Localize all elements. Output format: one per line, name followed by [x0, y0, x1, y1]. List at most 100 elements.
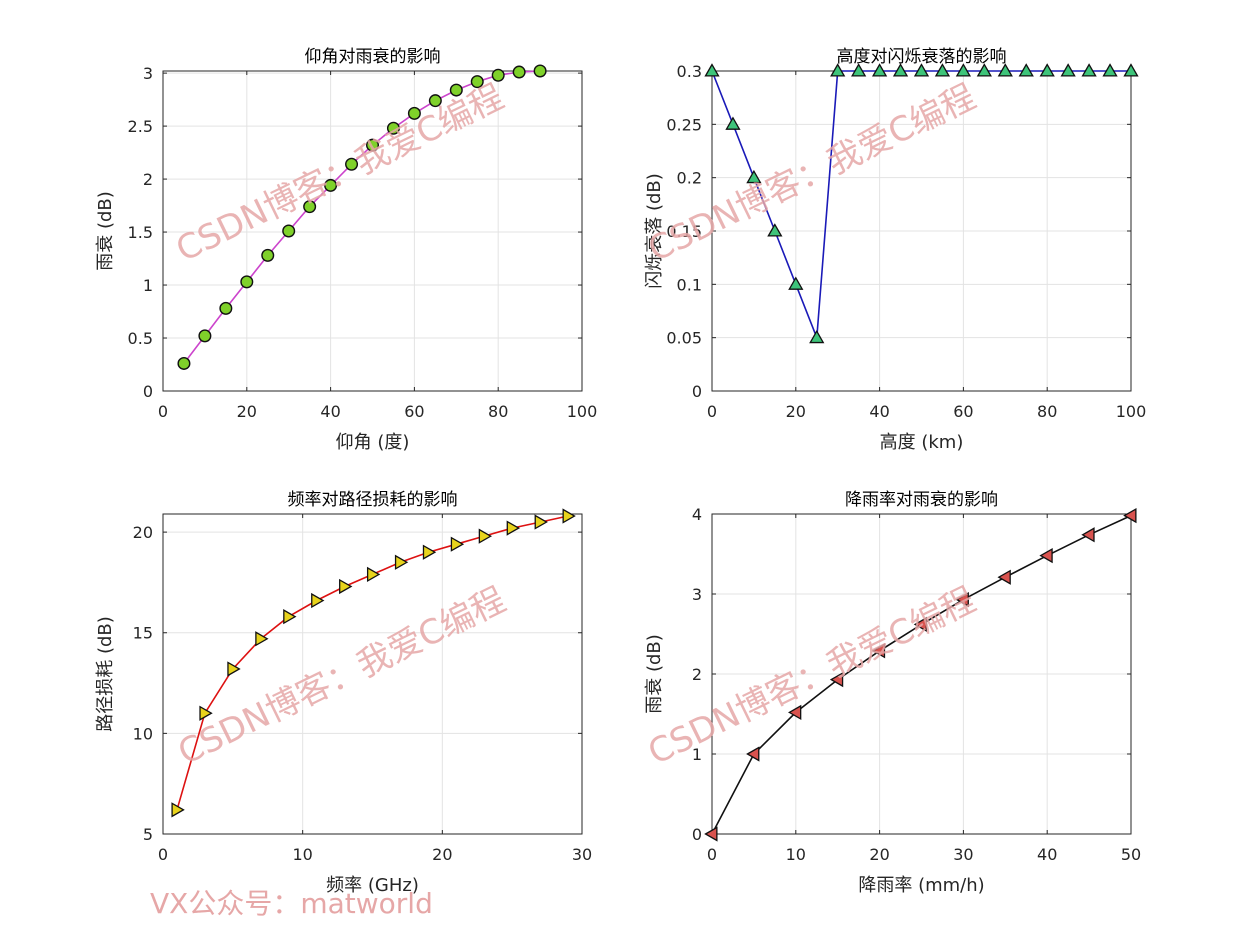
- data-point: [1081, 63, 1097, 77]
- data-point: [255, 631, 269, 647]
- x-tick-label: 40: [320, 402, 340, 421]
- x-tick-label: 20: [237, 402, 257, 421]
- data-point: [851, 63, 867, 77]
- y-tick-label: 0.05: [666, 329, 702, 348]
- y-tick-label: 5: [143, 825, 153, 844]
- y-tick-label: 1: [692, 745, 702, 764]
- chart-title: 高度对闪烁衰落的影响: [837, 47, 1007, 67]
- y-tick-label: 0.25: [666, 115, 702, 134]
- data-point: [1018, 63, 1034, 77]
- y-tick-label: 0: [692, 382, 702, 401]
- data-point: [976, 63, 992, 77]
- data-point: [934, 63, 951, 77]
- data-point: [997, 569, 1011, 585]
- data-point: [339, 578, 353, 595]
- x-tick-label: 100: [1116, 402, 1147, 421]
- y-tick-label: 2: [692, 665, 702, 684]
- chart-title: 频率对路径损耗的影响: [288, 490, 458, 510]
- data-point: [1060, 63, 1076, 77]
- y-tick-label: 1.5: [128, 223, 153, 242]
- y-tick-label: 4: [692, 505, 702, 524]
- data-point: [725, 116, 741, 130]
- data-point: [767, 223, 783, 237]
- y-tick-label: 2: [143, 170, 153, 189]
- data-point: [1123, 63, 1139, 77]
- data-point: [428, 94, 442, 108]
- y-tick-label: 0: [692, 825, 702, 844]
- data-point: [913, 616, 928, 633]
- data-point: [311, 592, 325, 609]
- x-axis-label: 高度 (km): [880, 432, 964, 453]
- y-tick-label: 15: [133, 624, 153, 643]
- x-tick-label: 100: [567, 402, 598, 421]
- data-point: [955, 63, 972, 77]
- data-point: [478, 528, 493, 544]
- data-point: [704, 826, 718, 842]
- data-point: [562, 508, 576, 524]
- subplot-2: 0 20 40 60 80 100 0 0.05 0.1 0.15 0.2 0.25 0.3 高度对闪烁衰…: [644, 47, 1146, 453]
- chart-title: 仰角对雨衰的影响: [305, 47, 441, 67]
- x-tick-label: 0: [707, 845, 717, 864]
- data-point: [787, 704, 802, 721]
- x-tick-label: 10: [292, 845, 312, 864]
- x-tick-label: 60: [953, 402, 973, 421]
- data-point: [829, 671, 844, 688]
- chart-title: 降雨率对雨衰的影响: [845, 490, 998, 510]
- data-point: [366, 138, 380, 152]
- data-point: [506, 520, 520, 536]
- data-point: [283, 609, 297, 625]
- data-point: [470, 75, 484, 89]
- data-point: [450, 536, 465, 552]
- y-tick-label: 2.5: [128, 117, 153, 136]
- y-axis-label: 雨衰 (dB): [644, 634, 665, 714]
- data-point: [871, 63, 888, 77]
- x-axis-label: 仰角 (度): [336, 432, 410, 453]
- data-point: [407, 106, 421, 120]
- y-tick-label: 0: [143, 382, 153, 401]
- data-point: [386, 121, 400, 135]
- data-point: [746, 169, 762, 184]
- x-tick-label: 30: [953, 845, 973, 864]
- data-point: [534, 514, 548, 530]
- data-point: [366, 566, 381, 582]
- data-point: [394, 554, 409, 570]
- data-point: [997, 63, 1013, 77]
- y-tick-label: 0.1: [677, 275, 702, 294]
- x-tick-label: 20: [869, 845, 889, 864]
- data-point: [199, 705, 213, 721]
- data-point: [1102, 63, 1118, 77]
- x-axis-label: 降雨率 (mm/h): [858, 875, 984, 896]
- x-axis-label: 频率 (GHz): [326, 875, 419, 896]
- data-point: [198, 329, 212, 343]
- data-point: [746, 746, 760, 762]
- data-point: [261, 248, 275, 262]
- x-tick-label: 20: [786, 402, 806, 421]
- y-axis-label: 雨衰 (dB): [95, 191, 116, 271]
- y-tick-label: 1: [143, 276, 153, 295]
- data-point: [704, 63, 720, 77]
- x-tick-label: 80: [488, 402, 508, 421]
- data-point: [871, 643, 886, 659]
- x-tick-label: 20: [432, 845, 452, 864]
- data-point: [177, 356, 191, 370]
- y-tick-label: 20: [133, 523, 153, 542]
- axes-box: [162, 513, 583, 835]
- data-point: [282, 224, 296, 238]
- plot-area: [163, 71, 582, 391]
- x-tick-label: 30: [572, 845, 592, 864]
- x-tick-label: 10: [786, 845, 806, 864]
- y-tick-label: 0.3: [677, 62, 702, 81]
- data-point: [1039, 63, 1055, 77]
- data-point: [955, 591, 969, 608]
- data-point: [219, 301, 233, 315]
- data-point: [1039, 547, 1053, 564]
- data-point: [533, 64, 547, 78]
- data-point: [913, 63, 930, 77]
- data-point: [892, 63, 909, 77]
- y-tick-label: 3: [692, 585, 702, 604]
- y-tick-label: 10: [133, 724, 153, 743]
